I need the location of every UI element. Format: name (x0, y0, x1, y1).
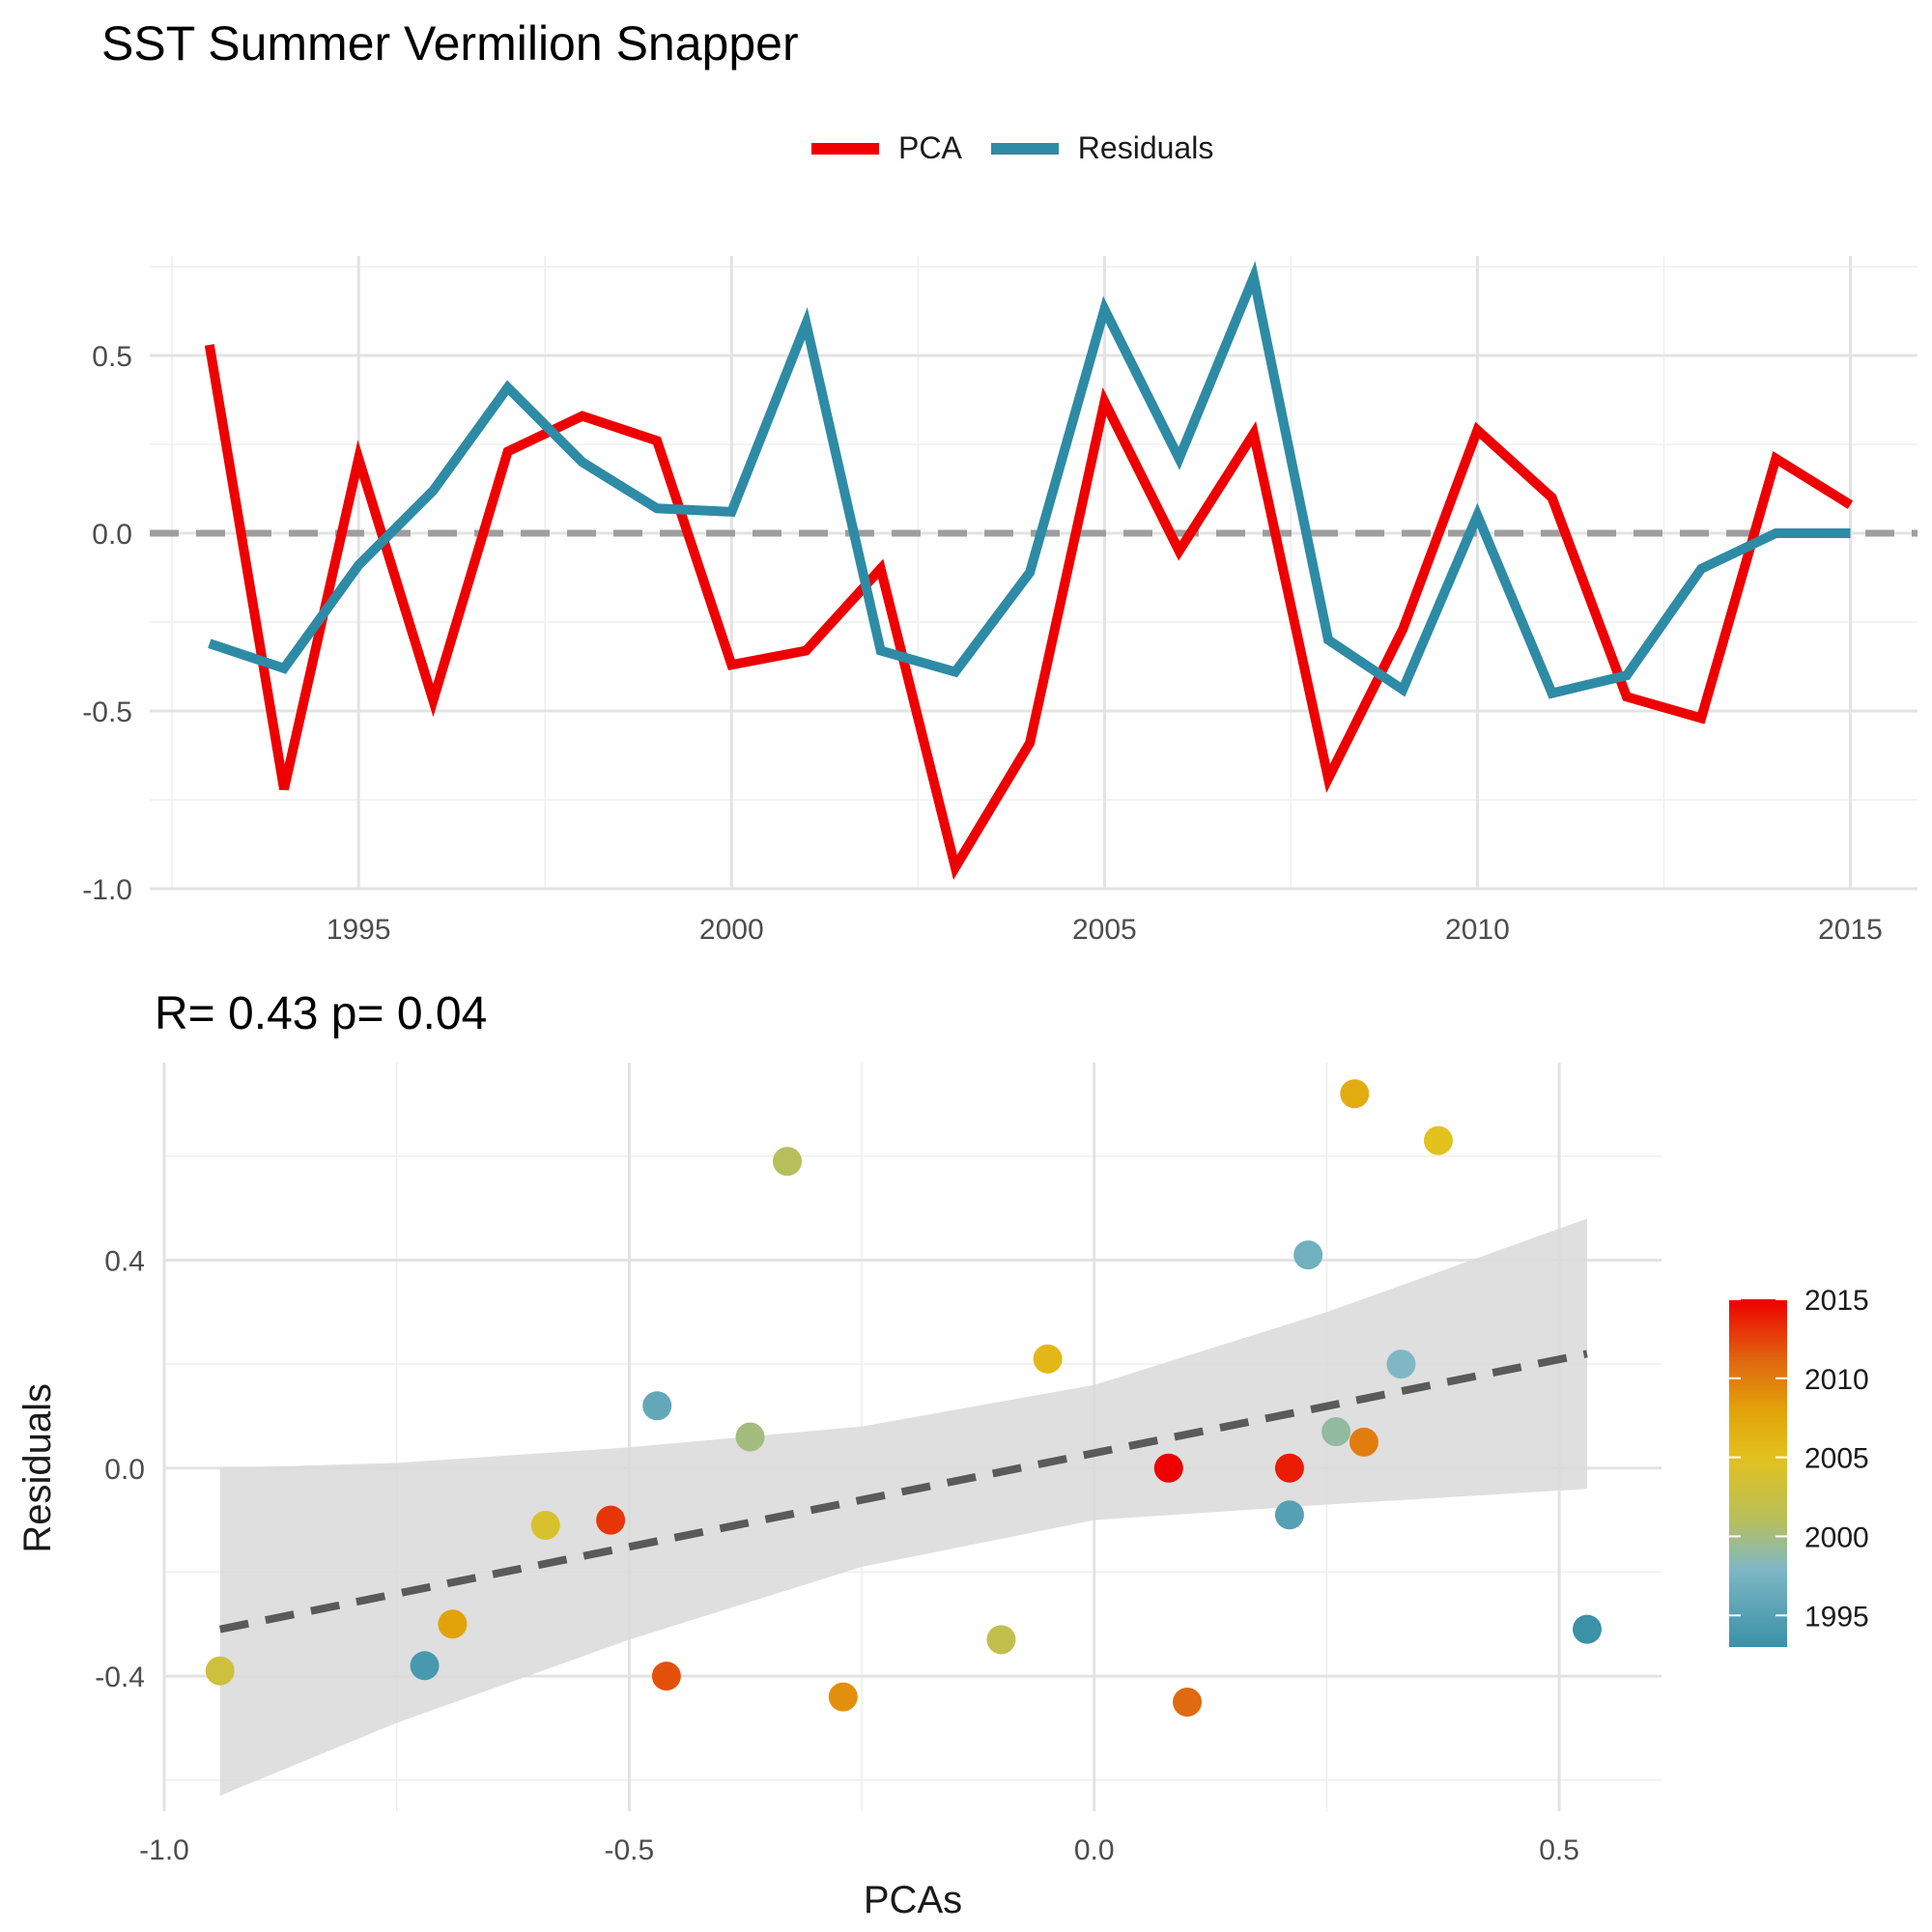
scatter-point (735, 1422, 765, 1452)
colorbar-label: 2000 (1804, 1521, 1869, 1553)
colorbar-label: 2005 (1804, 1443, 1869, 1475)
scatter-point (410, 1651, 440, 1681)
scatter-point (642, 1391, 672, 1421)
colorbar-label: 2015 (1804, 1285, 1869, 1317)
x-axis-title: PCAs (864, 1879, 962, 1921)
legend: PCA Residuals (811, 130, 1242, 166)
y-tick-label: 0.0 (104, 1454, 145, 1486)
x-tick-label: 2010 (1445, 914, 1510, 946)
legend-label-pca: PCA (898, 130, 962, 165)
x-tick-label: 1995 (327, 914, 391, 946)
scatter-point (596, 1505, 626, 1535)
scatter-point (1293, 1240, 1323, 1270)
scatter-point (1274, 1500, 1304, 1530)
scatter-point (1153, 1453, 1183, 1483)
x-tick-label: -1.0 (139, 1834, 189, 1866)
line-chart: -1.0 -0.5 0.0 0.5 1995 2000 2005 2010 2015 (82, 256, 1918, 946)
legend-item-residuals: Residuals (990, 130, 1214, 166)
trend-line (218, 1350, 1588, 1634)
x-tick-label: 0.0 (1074, 1834, 1115, 1866)
scatter-point (986, 1625, 1016, 1655)
x-tick-label: 2000 (699, 914, 764, 946)
legend-item-pca: PCA (811, 130, 962, 166)
page-title: SST Summer Vermilion Snapper (101, 16, 799, 71)
legend-key-residuals (990, 142, 1059, 155)
scatter-point (1173, 1687, 1203, 1717)
y-tick-label: -0.4 (95, 1662, 145, 1693)
scatter-point (1386, 1350, 1416, 1379)
y-tick-label: 0.5 (92, 341, 132, 373)
scatter-point (1349, 1427, 1378, 1457)
scatter-point (438, 1609, 468, 1639)
y-tick-label: -1.0 (82, 874, 132, 906)
y-tick-label: 0.0 (92, 519, 132, 551)
y-tick-label: 0.4 (104, 1246, 145, 1278)
colorbar (1729, 1299, 1787, 1647)
scatter-point (828, 1682, 858, 1712)
colorbar-label: 2010 (1804, 1364, 1869, 1396)
series-line-residuals (208, 261, 1851, 699)
x-tick-label: 2015 (1818, 914, 1883, 946)
scatter-point (1321, 1417, 1351, 1447)
legend-key-pca (811, 142, 879, 155)
scatter-point (205, 1656, 235, 1686)
colorbar-label: 1995 (1804, 1601, 1869, 1633)
scatter-point (1423, 1125, 1453, 1155)
scatter-chart: -0.4 0.0 0.4 -1.0 -0.5 0.0 0.5 PCAs Residuals 201… (16, 1063, 1869, 1921)
legend-label-residuals: Residuals (1077, 130, 1214, 165)
confidence-band (219, 1218, 1587, 1796)
scatter-point (1033, 1344, 1063, 1374)
scatter-point (530, 1510, 560, 1540)
x-tick-label: -0.5 (605, 1834, 655, 1866)
y-axis-title: Residuals (16, 1383, 59, 1553)
scatter-point (1340, 1079, 1370, 1109)
y-tick-label: -0.5 (82, 696, 132, 728)
x-tick-label: 2005 (1072, 914, 1137, 946)
scatter-title: R= 0.43 p= 0.04 (155, 988, 488, 1039)
scatter-point (773, 1147, 803, 1177)
scatter-point (651, 1662, 681, 1691)
x-tick-label: 0.5 (1539, 1834, 1579, 1866)
scatter-point (1572, 1614, 1602, 1644)
series-line-pca (204, 344, 1854, 880)
scatter-point (1274, 1453, 1304, 1483)
